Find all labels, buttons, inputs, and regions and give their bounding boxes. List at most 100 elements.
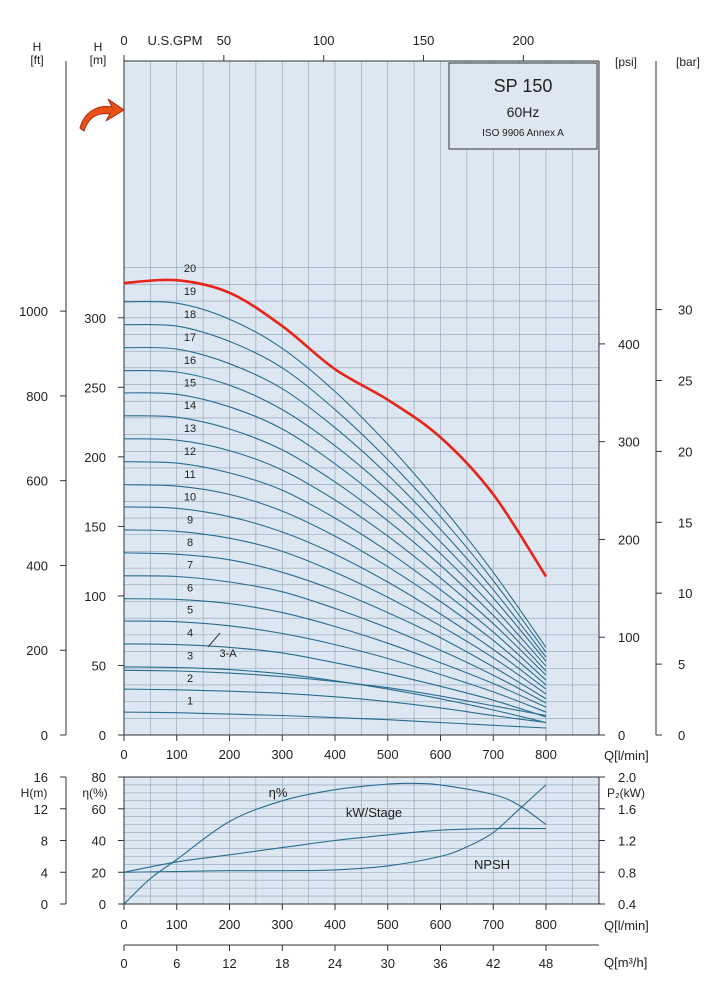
- power-curve: [123, 827, 547, 873]
- power-tick-label: 0.8: [618, 865, 636, 880]
- stage-curve-7: [123, 575, 547, 704]
- eff-tick-label: 60: [92, 802, 106, 817]
- flow-tick-label: 700: [482, 747, 504, 762]
- lower-flow-tick-label: 300: [271, 917, 293, 932]
- psi-tick-label: 300: [618, 435, 640, 450]
- head-ft-tick-label: 800: [26, 389, 48, 404]
- stage-label-19: 19: [184, 286, 196, 298]
- psi-tick-label: 100: [618, 630, 640, 645]
- stage-label-2: 2: [187, 673, 193, 685]
- stage-label-1: 1: [187, 696, 193, 708]
- flow-tick-label: 200: [219, 747, 241, 762]
- stage-curve-13: [123, 438, 547, 676]
- flow-tick-label: 300: [271, 747, 293, 762]
- stage-3a-leader: [207, 632, 221, 648]
- m3h-tick-label: 30: [381, 956, 395, 971]
- power-label: kW/Stage: [346, 805, 402, 820]
- lower-flow-tick-label: 200: [219, 917, 241, 932]
- stage-curve-20: [123, 278, 548, 578]
- model-name: SP 150: [494, 76, 553, 96]
- npsh-tick-label: 8: [41, 834, 48, 849]
- eff-tick-label: 0: [99, 897, 106, 912]
- psi-tick-label: 200: [618, 532, 640, 547]
- stage-curve-12: [123, 461, 547, 681]
- stage-curve-14: [123, 415, 547, 672]
- lower-curves: η% kW/Stage NPSH: [123, 782, 547, 905]
- stage-label-8: 8: [187, 537, 193, 549]
- stage-curve-2: [123, 688, 547, 724]
- power-tick-label: 1.2: [618, 834, 636, 849]
- power-tick-label: 1.6: [618, 802, 636, 817]
- m3h-tick-label: 48: [539, 956, 553, 971]
- efficiency-label: η%: [269, 785, 288, 800]
- stage-label-9: 9: [187, 514, 193, 526]
- bar-tick-label: 20: [678, 444, 692, 459]
- power-unit-label: P₂(kW): [607, 786, 645, 800]
- m3h-ticks: 0 6 12 18 24 30 36 42 48: [120, 945, 553, 971]
- gpm-tick-label: 200: [513, 33, 535, 48]
- npsh-tick-label: 4: [41, 865, 48, 880]
- stage-label-7: 7: [187, 559, 193, 571]
- bar-tick-label: 0: [678, 728, 685, 743]
- lower-grid: [123, 776, 600, 905]
- lower-flow-tick-label: 500: [377, 917, 399, 932]
- head-m-label-h: H: [94, 40, 103, 54]
- stage-label-16: 16: [184, 355, 196, 367]
- stage-curve-1: [123, 711, 547, 729]
- stage-label-13: 13: [184, 423, 196, 435]
- m3h-tick-label: 18: [275, 956, 289, 971]
- eff-tick-label: 80: [92, 770, 106, 785]
- head-ft-ticks: 0 200 400 600 800 1000: [19, 304, 66, 743]
- bar-tick-label: 5: [678, 657, 685, 672]
- stage-label-5: 5: [187, 605, 193, 617]
- head-ft-tick-label: 0: [41, 728, 48, 743]
- stage-curves: [123, 278, 548, 729]
- gpm-tick-label: 100: [313, 33, 335, 48]
- stage-label-17: 17: [184, 332, 196, 344]
- standard: ISO 9906 Annex A: [482, 128, 564, 139]
- bar-tick-label: 25: [678, 373, 692, 388]
- head-m-tick-label: 300: [84, 311, 106, 326]
- lower-flow-tick-label: 600: [430, 917, 452, 932]
- gpm-tick-label: 150: [413, 33, 435, 48]
- head-m-tick-label: 100: [84, 589, 106, 604]
- highlight-arrow-icon: [79, 98, 125, 132]
- head-m-label-unit: [m]: [90, 53, 107, 67]
- lower-flow-tick-label: 100: [166, 917, 188, 932]
- stage-label-4: 4: [187, 628, 193, 640]
- m3h-tick-label: 24: [328, 956, 342, 971]
- flow-tick-label: 500: [377, 747, 399, 762]
- stage-curve-18: [123, 323, 547, 653]
- stage-label-3-A: 3-A: [219, 648, 237, 660]
- m3h-tick-label: 42: [486, 956, 500, 971]
- psi-tick-label: 0: [618, 728, 625, 743]
- stage-label-14: 14: [184, 400, 196, 412]
- main-flow-unit: Q[l/min]: [604, 748, 649, 763]
- gpm-tick-label: 50: [217, 33, 231, 48]
- eff-tick-label: 20: [92, 865, 106, 880]
- eff-unit-label: η(%): [82, 786, 107, 800]
- main-flow-ticks: 0 100 200 300 400 500 600 700 800: [120, 735, 557, 762]
- gpm-ticks: 0 50 100 150 200: [120, 33, 534, 61]
- info-box-frame: [448, 62, 598, 150]
- head-m-tick-label: 200: [84, 450, 106, 465]
- head-m-ticks: 0 50 100 150 200 250 300: [84, 311, 124, 743]
- stage-label-3: 3: [187, 651, 193, 663]
- flow-tick-label: 600: [430, 747, 452, 762]
- m3h-tick-label: 6: [173, 956, 180, 971]
- stage-curve-4: [123, 643, 547, 718]
- stage-curve-9: [123, 529, 547, 695]
- lower-axis-ticks: 0 100 200 300 400 500 600 700 800020406080048121…: [34, 770, 637, 932]
- bar-ticks: 0 5 10 15 20 25 30: [656, 303, 692, 743]
- bar-tick-label: 10: [678, 586, 692, 601]
- stage-label-11: 11: [184, 469, 195, 481]
- head-m-tick-label: 50: [92, 658, 106, 673]
- flow-tick-label: 0: [120, 747, 127, 762]
- flow-tick-label: 100: [166, 747, 188, 762]
- stage-curve-3-A: [123, 669, 547, 717]
- gpm-axis-label: U.S.GPM: [148, 33, 203, 48]
- stage-curve-5: [123, 620, 547, 713]
- npsh-tick-label: 0: [41, 897, 48, 912]
- head-m-tick-label: 150: [84, 519, 106, 534]
